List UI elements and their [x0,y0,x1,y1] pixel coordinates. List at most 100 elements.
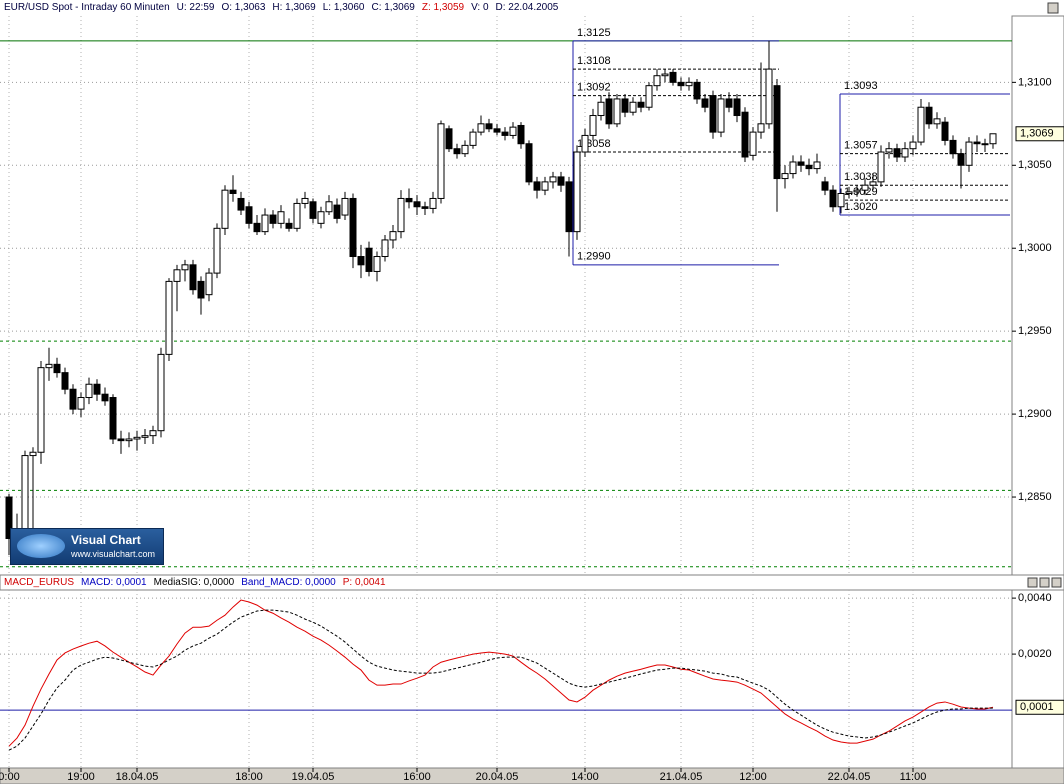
x-tick-label: 19.04.05 [292,771,335,783]
candle-body [461,144,469,155]
candle-body [741,111,749,158]
axis-panel [1011,589,1064,769]
y-tick-label: 0,0040 [1018,592,1052,604]
candle-body [45,363,53,369]
candle-body [917,106,925,143]
candle-body [813,161,821,170]
header-bar [0,0,1064,16]
header-info: L: 1,3060 [322,2,365,13]
candle-body [973,141,981,145]
x-tick-label: 20.04.05 [476,771,519,783]
fib-label: 1.3125 [577,27,611,39]
candle-body [525,143,533,183]
candle-body [437,123,445,199]
window-button [1039,577,1050,588]
candle-body [725,98,733,108]
header-info: MACD: 0,0001 [81,577,147,588]
candle-body [157,353,165,432]
chart-title: MACD_EURUS [4,577,75,588]
candle-body [837,192,845,208]
candle-body [365,247,373,272]
candle-body [773,85,781,180]
fib-label: 1.3108 [577,55,611,67]
header-info: MediaSIG: 0,0000 [153,577,235,588]
candle-body [285,222,293,229]
x-tick-label: 18.04.05 [116,771,159,783]
header-info: O: 1,3063 [221,2,266,13]
candle-body [589,115,597,136]
candle-body [701,98,709,108]
candle-body [565,181,573,233]
candle-body [749,131,757,156]
separator-bar [0,574,1064,591]
window-button [1027,577,1038,588]
candle-body [709,95,717,133]
candle-body [909,141,917,150]
x-axis-bar [0,767,1064,784]
candle-body [581,134,589,153]
candle-body [645,85,653,108]
price-header: EUR/USD Spot - Intraday 60 Minuten U: 22… [4,1,558,15]
candle-body [885,148,893,153]
candle-body [213,227,221,274]
candle-body [53,363,61,374]
candle-body [733,98,741,117]
fib-label: 1.2990 [577,251,611,263]
candle-body [141,435,149,438]
candle-body [605,98,613,125]
candle-body [685,81,693,87]
logo: Visual Chart www.visualchart.com [10,528,164,565]
candle-body [181,264,189,271]
candle-body [373,256,381,272]
candle-body [133,436,141,440]
candle-body [509,126,517,136]
candle-body [221,189,229,229]
fib-label: 1.3093 [844,80,878,92]
candle-body [597,101,605,117]
candle-body [853,189,861,193]
candle-body [949,139,957,155]
candle-body [557,176,565,186]
candle-body [325,201,333,213]
candle-body [829,189,837,208]
candle-body [261,214,269,233]
candle-body [333,204,341,219]
candle-body [805,164,813,170]
last-value-tag [1015,699,1064,715]
y-tick-label: 1,3050 [1018,159,1052,171]
candle-body [69,388,77,410]
candle-body [933,118,941,125]
last-value-label: 0,0001 [1020,701,1054,713]
candle-body [453,148,461,155]
candle-body [445,128,453,150]
candle-body [765,68,773,125]
candle-body [245,206,253,224]
header-info: Z: 1,3059 [421,2,465,13]
header-info: U: 22:59 [176,2,215,13]
candle-body [117,438,125,442]
candle-body [189,264,197,291]
header-info: D: 22.04.2005 [495,2,559,13]
header-info: Band_MACD: 0,0000 [241,577,336,588]
candle-body [757,123,765,133]
x-tick-label: 12:00 [739,771,767,783]
candle-body [965,141,973,166]
candle-body [149,430,157,437]
candle-body [309,201,317,219]
candle-body [37,367,45,453]
candle-body [541,181,549,191]
candle-body [405,197,413,203]
candle-body [101,393,109,402]
candle-body [941,121,949,141]
candle-body [877,151,885,183]
candle-body [205,272,213,296]
logo-title: Visual Chart [71,533,141,547]
y-tick-label: 1,3100 [1018,76,1052,88]
x-tick-label: 18:00 [235,771,263,783]
candle-body [653,75,661,87]
candle-body [901,148,909,158]
candle-body [21,455,29,531]
candle-body [253,222,261,233]
candle-body [413,201,421,208]
fib-label: 1.3020 [844,201,878,213]
